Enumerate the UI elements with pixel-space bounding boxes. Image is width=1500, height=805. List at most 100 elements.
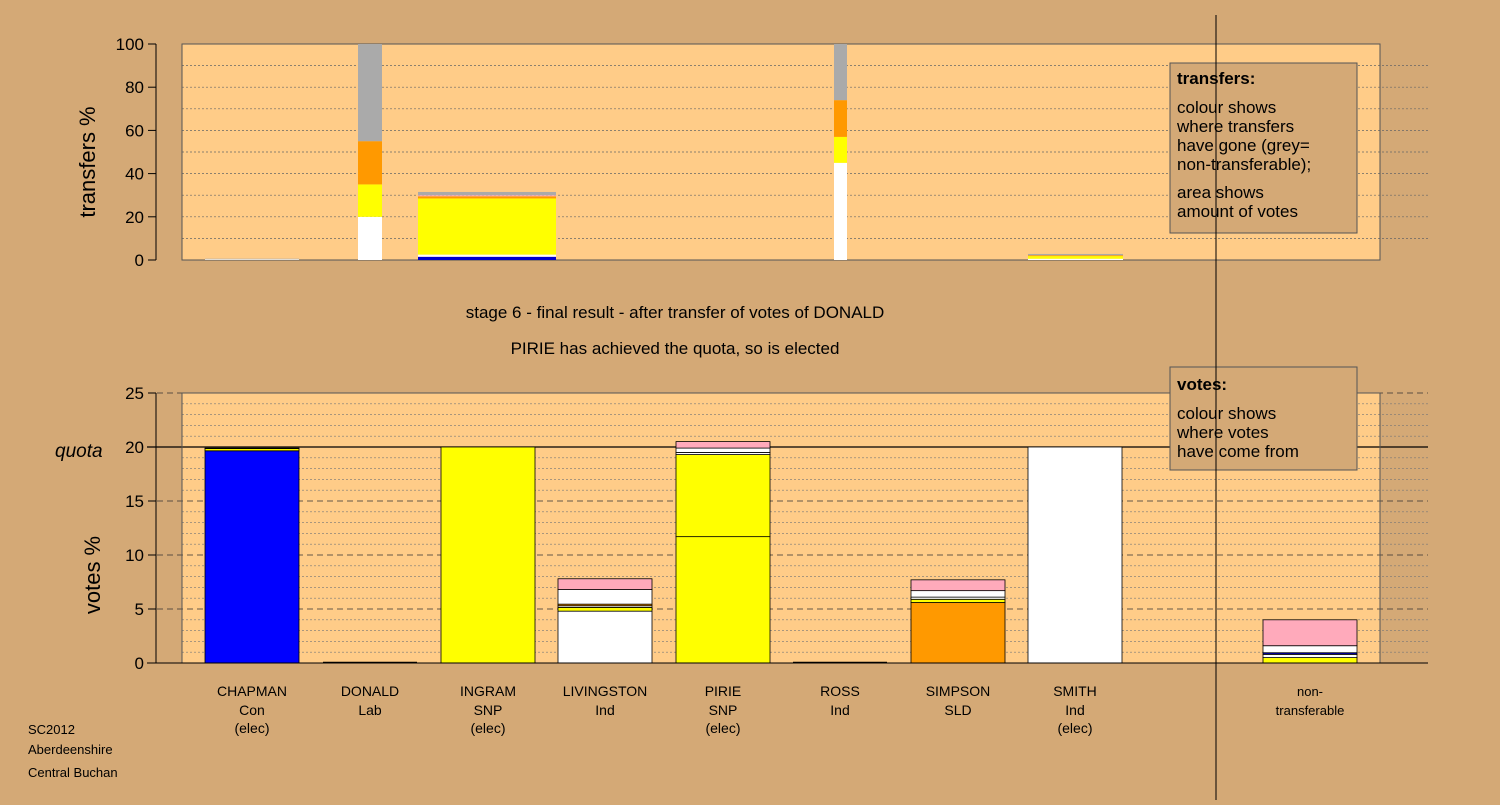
transfer-segment-smith	[1028, 258, 1123, 260]
transfer-segment-smith	[1028, 253, 1123, 256]
vote-segment-pirie	[675, 447, 771, 453]
vote-segment-pirie	[675, 536, 771, 664]
candidate-party: SNP	[474, 702, 503, 718]
nontransferable-label-line2: transferable	[1276, 703, 1345, 718]
vote-segment-pirie	[675, 454, 771, 538]
y-tick-label: 100	[116, 35, 144, 54]
quota-label: quota	[55, 441, 103, 462]
candidate-party: Con	[239, 702, 265, 718]
vote-segment-simpson	[910, 590, 1006, 598]
transfer-segment-smith	[1028, 256, 1123, 259]
transfers-y-label: transfers %	[75, 106, 100, 217]
transfers-legend-box	[1169, 62, 1358, 234]
candidate-label-donald: DONALD Lab	[341, 683, 399, 718]
y-tick-label: 40	[125, 165, 144, 184]
votes-legend-box	[1169, 366, 1358, 471]
transfer-segment-donald	[358, 141, 382, 185]
candidate-party: Ind	[595, 702, 614, 718]
transfer-segment-smith	[1028, 255, 1123, 257]
candidate-name: SMITH	[1053, 683, 1097, 699]
transfers-legend-line: where transfers	[1176, 117, 1294, 136]
transfers-legend-line: amount of votes	[1177, 202, 1298, 221]
y-tick-label: 25	[125, 384, 144, 403]
transfers-panel: 0 20 40 60 80 100 transfers % transfers: colo…	[75, 35, 1428, 270]
candidate-label-pirie: PIRIE SNP (elec)	[705, 683, 742, 736]
nontransferable-label: non- transferable	[1276, 684, 1345, 718]
candidate-name: INGRAM	[460, 683, 516, 699]
y-tick-label: 10	[125, 546, 144, 565]
vote-segment-simpson	[910, 579, 1006, 592]
candidate-party: Ind	[1065, 702, 1084, 718]
stage-result-caption: PIRIE has achieved the quota, so is elec…	[511, 339, 840, 358]
footer-election: SC2012	[28, 722, 75, 737]
vote-segment-livingston	[557, 589, 653, 605]
transfers-legend-line: colour shows	[1177, 98, 1276, 117]
transfer-segment-ingram	[418, 198, 556, 255]
candidate-party: Lab	[358, 702, 382, 718]
transfers-bars	[205, 44, 1123, 260]
votes-legend-heading: votes:	[1177, 375, 1227, 394]
transfer-segment-chapman	[205, 258, 299, 260]
x-axis-labels: CHAPMAN Con (elec) DONALD Lab INGRAM SNP…	[217, 683, 1344, 736]
transfer-segment-ingram	[418, 191, 556, 196]
candidate-label-simpson: SIMPSON SLD	[926, 683, 991, 718]
vote-segment-chapman	[204, 447, 300, 450]
vote-segment-non-transferable	[1262, 619, 1358, 647]
candidate-name: PIRIE	[705, 683, 742, 699]
vote-segment-livingston	[557, 606, 653, 612]
transfers-legend: transfers: colour shows where transfers …	[1169, 62, 1358, 234]
vote-segment-livingston	[557, 610, 653, 664]
candidate-party: Ind	[830, 702, 849, 718]
y-tick-label: 60	[125, 121, 144, 140]
candidate-label-chapman: CHAPMAN Con (elec)	[217, 683, 287, 736]
candidate-label-smith: SMITH Ind (elec)	[1053, 683, 1097, 736]
vote-segment-smith	[1027, 446, 1123, 664]
transfers-plot-border	[181, 43, 1381, 261]
y-tick-label: 15	[125, 492, 144, 511]
transfers-legend-line: area shows	[1177, 183, 1264, 202]
transfer-segment-ingram	[418, 195, 556, 197]
y-tick-label: 80	[125, 78, 144, 97]
transfer-segment-pirie	[834, 44, 847, 101]
transfers-legend-line: non-transferable);	[1177, 155, 1311, 174]
transfer-segment-ingram	[418, 196, 556, 199]
vote-segment-non-transferable	[1262, 657, 1358, 664]
footer-council: Aberdeenshire	[28, 742, 113, 757]
transfer-segment-pirie	[834, 162, 847, 260]
transfer-segment-chapman	[205, 259, 299, 260]
vote-segment-non-transferable	[1262, 653, 1358, 658]
candidate-party: SLD	[944, 702, 971, 718]
votes-panel: 0 5 10 15 20 25 votes % quota votes: colour s…	[55, 366, 1428, 673]
transfer-segment-donald	[358, 216, 382, 260]
y-tick-label: 0	[135, 654, 144, 673]
candidate-name: ROSS	[820, 683, 860, 699]
candidate-status: (elec)	[470, 720, 505, 736]
votes-legend-line: colour shows	[1177, 404, 1276, 423]
votes-y-label: votes %	[80, 536, 105, 614]
y-tick-label: 0	[135, 251, 144, 270]
votes-legend-line: have come from	[1177, 442, 1299, 461]
candidate-label-ross: ROSS Ind	[820, 683, 860, 718]
votes-y-ticks: 0 5 10 15 20 25	[125, 384, 157, 673]
y-tick-label: 20	[125, 208, 144, 227]
stage-caption: stage 6 - final result - after transfer …	[466, 303, 885, 322]
transfer-segment-donald	[358, 184, 382, 217]
vote-segment-simpson	[910, 598, 1006, 603]
candidate-label-livingston: LIVINGSTON Ind	[563, 683, 648, 718]
candidate-party: SNP	[709, 702, 738, 718]
votes-legend: votes: colour shows where votes have com…	[1169, 366, 1358, 471]
vote-segment-simpson	[910, 602, 1006, 664]
transfer-segment-pirie	[834, 100, 847, 137]
vote-segment-chapman	[204, 450, 300, 664]
transfer-segment-ingram	[418, 256, 556, 260]
transfers-legend-line: have gone (grey=	[1177, 136, 1310, 155]
vote-segment-pirie	[675, 441, 771, 449]
candidate-status: (elec)	[1057, 720, 1092, 736]
votes-bars	[204, 441, 1358, 664]
footer-ward: Central Buchan	[28, 765, 118, 780]
nontransferable-label-line1: non-	[1297, 684, 1323, 699]
candidate-name: LIVINGSTON	[563, 683, 648, 699]
candidate-status: (elec)	[234, 720, 269, 736]
